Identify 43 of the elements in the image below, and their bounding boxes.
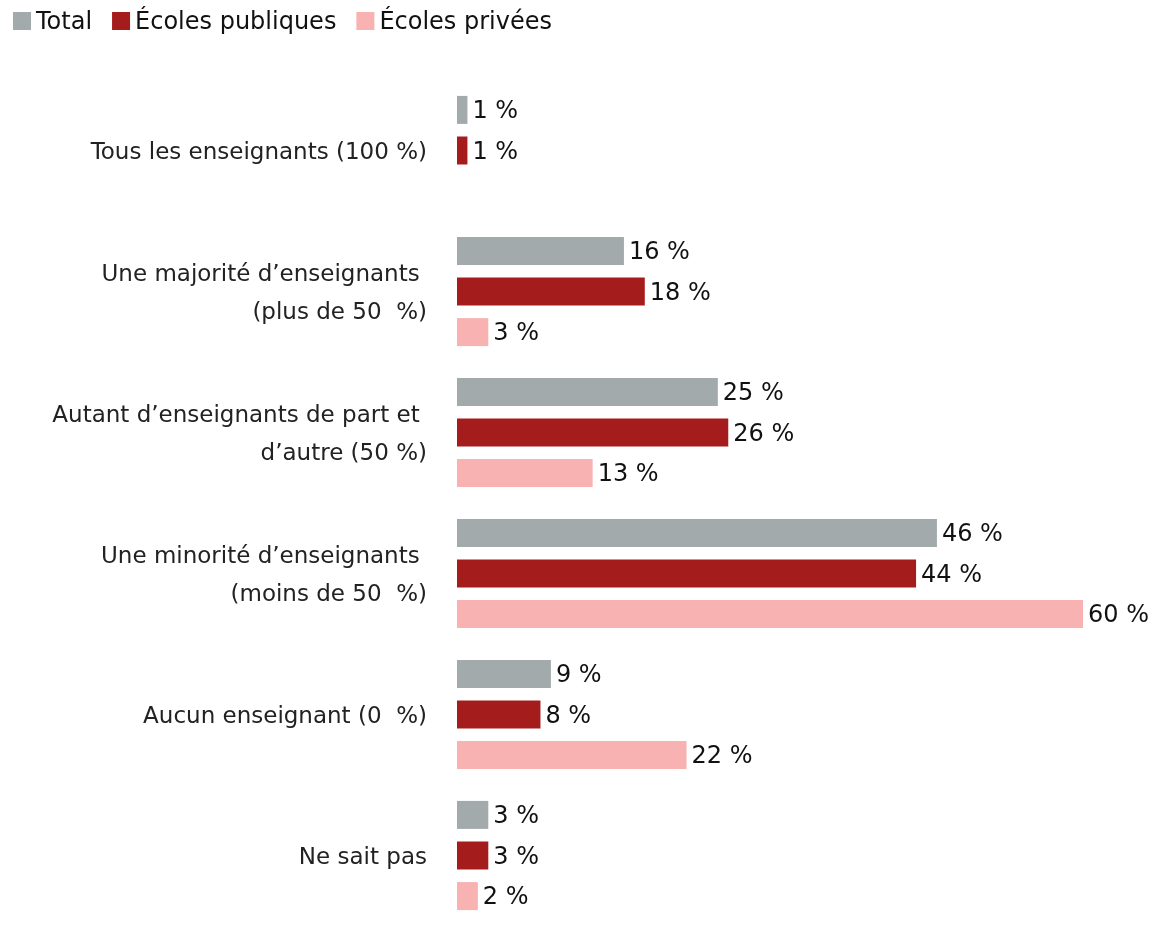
data-label: 1 %	[472, 136, 519, 165]
data-label: 3 %	[493, 800, 539, 829]
bar	[457, 518, 937, 547]
bar	[457, 559, 917, 588]
bar	[457, 700, 541, 729]
bar	[457, 95, 468, 124]
data-label: 60 %	[1088, 600, 1149, 629]
bar	[457, 600, 1083, 629]
data-label: 13 %	[597, 459, 659, 488]
bar	[457, 459, 593, 488]
legend-label: Écoles privées	[379, 6, 553, 35]
bar	[457, 277, 645, 306]
bar	[457, 800, 489, 829]
data-label: 8 %	[545, 700, 592, 729]
bar	[457, 236, 624, 265]
y-tick-label: Une minorité d’enseignants (moins de 50 %)	[101, 541, 427, 606]
data-label: 26 %	[733, 418, 795, 447]
y-tick-label: Ne sait pas	[298, 842, 427, 869]
bar	[457, 882, 478, 911]
data-label: 3 %	[493, 318, 539, 347]
legend-label: Total	[35, 7, 93, 35]
bar	[457, 841, 489, 870]
data-label: 2 %	[482, 882, 529, 911]
data-label: 16 %	[628, 236, 690, 265]
bar	[457, 377, 718, 406]
data-label: 25 %	[722, 377, 784, 406]
y-tick-label: Une majorité d’enseignants (plus de 50 %)	[101, 259, 427, 324]
data-label: 22 %	[691, 741, 753, 770]
bar	[457, 136, 468, 165]
data-label: 46 %	[941, 518, 1003, 547]
bar	[457, 318, 489, 347]
data-label: 3 %	[493, 841, 539, 870]
data-label: 18 %	[649, 277, 711, 306]
y-tick-label: Autant d’enseignants de part et d’autre (50 %)	[52, 400, 427, 465]
bar	[457, 659, 551, 688]
data-label: 44 %	[921, 559, 983, 588]
bar	[457, 418, 729, 447]
data-label: 9 %	[555, 659, 602, 688]
y-tick-label: Tous les enseignants (100 %)	[89, 137, 427, 164]
data-label: 1 %	[472, 95, 519, 124]
y-tick-label: Aucun enseignant (0 %)	[143, 701, 427, 728]
bar	[457, 741, 687, 770]
legend-label: Écoles publiques	[135, 6, 337, 35]
